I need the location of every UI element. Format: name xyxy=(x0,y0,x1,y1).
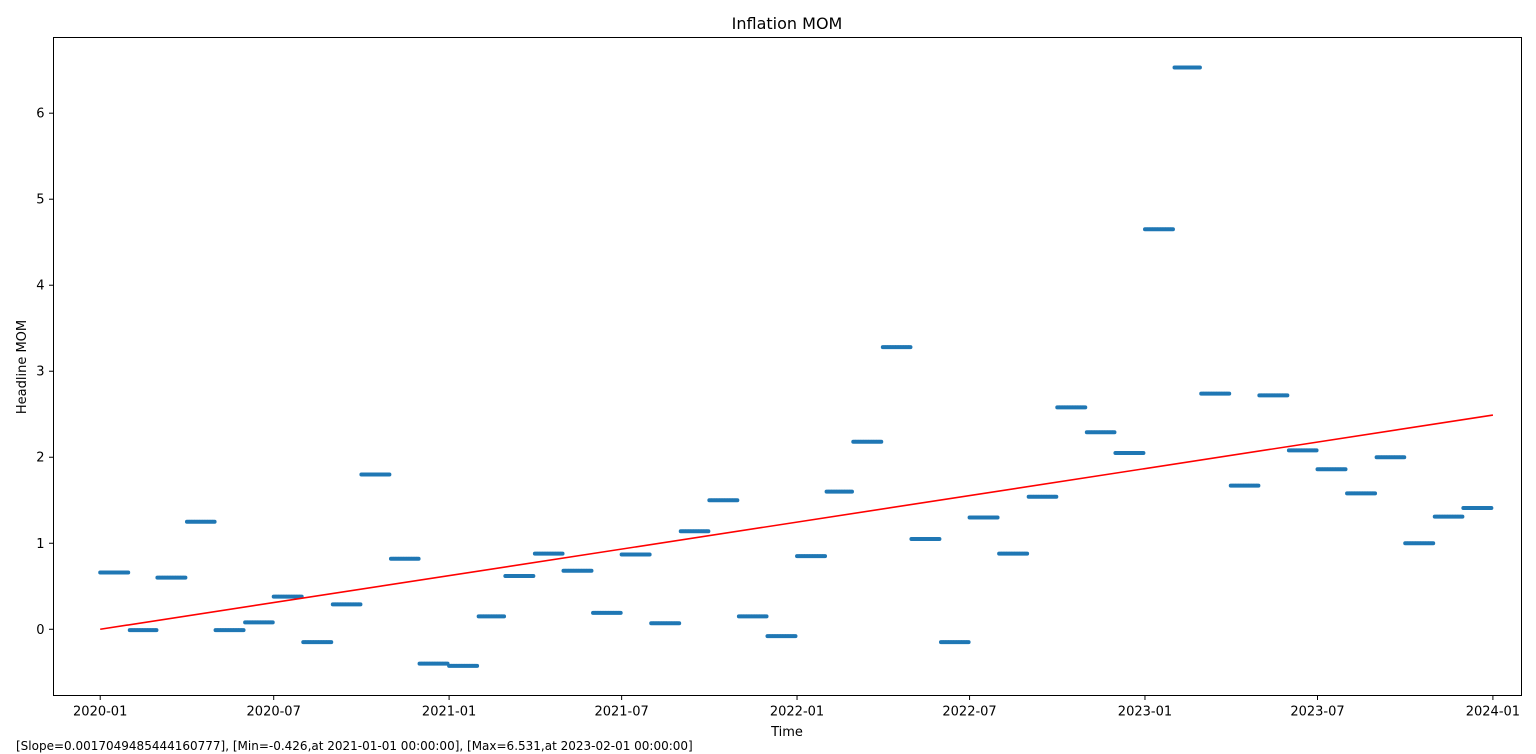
x-tick-label: 2022-07 xyxy=(942,705,996,720)
x-tick-label: 2020-01 xyxy=(73,705,127,720)
y-tick-label: 6 xyxy=(36,107,44,122)
y-tick-label: 1 xyxy=(36,537,44,552)
x-tick-label: 2022-01 xyxy=(770,705,824,720)
x-tick-label: 2023-07 xyxy=(1290,705,1344,720)
y-tick-label: 3 xyxy=(36,365,44,380)
plot-area xyxy=(53,37,1522,696)
y-axis: 0 1 2 3 4 5 6 xyxy=(36,107,54,638)
y-tick-label: 2 xyxy=(36,451,44,466)
x-tick-label: 2021-07 xyxy=(594,705,648,720)
trend-layer xyxy=(100,414,1494,631)
x-tick-label: 2020-07 xyxy=(247,705,301,720)
trend-line xyxy=(100,414,1494,631)
data-points xyxy=(98,65,1494,668)
stats-footer: [Slope=0.0017049485444160777], [Min=-0.4… xyxy=(16,739,693,753)
y-tick-label: 4 xyxy=(36,279,44,294)
chart-title: Inflation MOM xyxy=(732,14,843,33)
x-tick-label: 2021-01 xyxy=(422,705,476,720)
x-tick-label: 2024-01 xyxy=(1466,705,1520,720)
y-tick-label: 5 xyxy=(36,193,44,208)
y-axis-label: Headline MOM xyxy=(15,320,30,414)
y-tick-label: 0 xyxy=(36,623,44,638)
x-axis-label: Time xyxy=(770,725,803,740)
x-axis: 2020-01 2020-07 2021-01 2021-07 2022-01 2022-… xyxy=(73,695,1520,720)
x-tick-label: 2023-01 xyxy=(1118,705,1172,720)
